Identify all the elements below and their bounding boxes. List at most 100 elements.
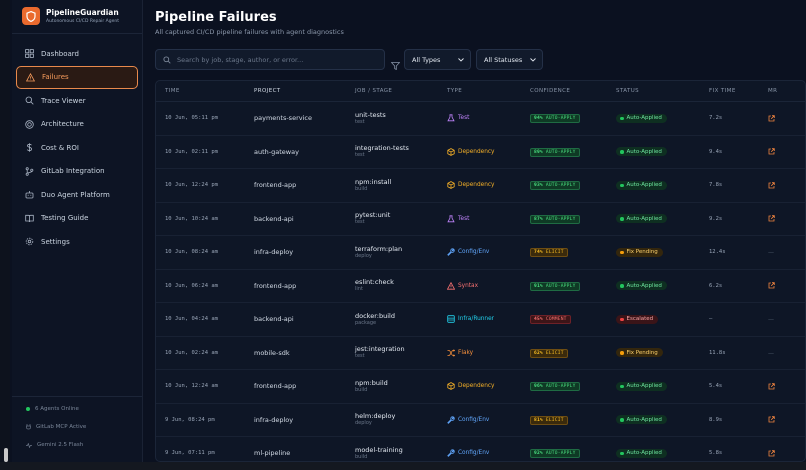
cell-confidence: 93% AUTO-APPLY <box>530 180 616 191</box>
cell-time: 10 Jun, 02:11 pm <box>165 148 218 155</box>
cell-fix-time: 6.2s <box>709 282 723 289</box>
sidebar-item-duo-agent-platform[interactable]: Duo Agent Platform <box>16 183 138 207</box>
confidence-action: COMMENT <box>545 317 567 323</box>
col-header-time[interactable]: TIME <box>165 88 180 94</box>
confidence-badge: 89% AUTO-APPLY <box>530 147 580 157</box>
status-badge: Auto-Applied <box>616 448 667 458</box>
scrollbar-thumb[interactable] <box>4 448 8 462</box>
table-row[interactable]: 10 Jun, 02:11 pm auth-gateway integratio… <box>156 136 805 169</box>
status-dot-icon <box>620 351 624 355</box>
cell-project: mobile-sdk <box>254 348 290 357</box>
table-row[interactable]: 10 Jun, 04:24 am backend-api docker:buil… <box>156 303 805 337</box>
cell-mr: — <box>768 248 798 256</box>
confidence-percent: 81% <box>534 417 543 423</box>
model-status-label: Gemini 2.5 Flash <box>37 442 84 448</box>
sidebar-item-trace-viewer[interactable]: Trace Viewer <box>16 89 138 113</box>
external-link-icon[interactable] <box>768 282 798 289</box>
sidebar-item-architecture[interactable]: Architecture <box>16 113 138 137</box>
status-badge: Auto-Applied <box>616 147 667 157</box>
cell-time: 10 Jun, 06:24 am <box>165 282 218 289</box>
col-header-job[interactable]: JOB / STAGE <box>355 88 393 94</box>
type-tag: Dependency <box>447 181 530 190</box>
cell-project: frontend-app <box>254 181 297 190</box>
mr-none-dash: — <box>768 316 774 324</box>
table-row[interactable]: 10 Jun, 02:24 am mobile-sdk jest:integra… <box>156 337 805 370</box>
table-row[interactable]: 10 Jun, 05:11 pm payments-service unit-t… <box>156 102 805 136</box>
table-row[interactable]: 10 Jun, 12:24 am frontend-app npm:build … <box>156 370 805 404</box>
status-badge: Auto-Applied <box>616 113 667 123</box>
status-dot-icon <box>620 217 624 221</box>
agents-online-label: 6 Agents Online <box>35 406 79 412</box>
external-link-icon[interactable] <box>768 383 798 390</box>
cell-status: Auto-Applied <box>616 147 709 157</box>
model-status: Gemini 2.5 Flash <box>26 442 83 448</box>
table-row[interactable]: 9 Jun, 07:11 pm ml-pipeline model-traini… <box>156 437 805 461</box>
search-input[interactable] <box>177 55 377 64</box>
type-label: Infra/Runner <box>458 316 495 323</box>
sidebar-item-failures[interactable]: Failures <box>16 65 138 89</box>
sidebar-item-settings[interactable]: Settings <box>16 230 138 254</box>
external-link-icon[interactable] <box>768 115 798 122</box>
dollar-icon <box>24 143 34 153</box>
col-header-fix-time[interactable]: FIX TIME <box>709 88 736 94</box>
status-badge: Auto-Applied <box>616 281 667 291</box>
type-label: Test <box>458 115 470 122</box>
table-row[interactable]: 10 Jun, 06:24 am frontend-app eslint:che… <box>156 270 805 303</box>
col-header-mr[interactable]: MR <box>768 88 778 94</box>
cell-mr <box>768 450 798 457</box>
type-label: Dependency <box>458 182 495 189</box>
job-stage: build <box>355 386 368 393</box>
col-header-confidence[interactable]: CONFIDENCE <box>530 88 571 94</box>
cell-project: frontend-app <box>254 382 297 391</box>
cell-project: auth-gateway <box>254 147 299 156</box>
status-dot-icon <box>620 250 624 254</box>
table-row[interactable]: 9 Jun, 08:24 pm infra-deploy helm:deploy… <box>156 404 805 437</box>
cell-confidence: 74% ELICIT <box>530 247 616 258</box>
external-link-icon[interactable] <box>768 182 798 189</box>
cell-fix-time: 9.4s <box>709 148 723 155</box>
type-tag: Config/Env <box>447 248 530 257</box>
infra-type-icon <box>447 315 455 323</box>
sidebar-item-label: Dashboard <box>41 49 79 58</box>
sidebar-item-gitlab-integration[interactable]: GitLab Integration <box>16 160 138 184</box>
cell-time: 10 Jun, 10:24 am <box>165 215 218 222</box>
branch-icon <box>24 166 34 176</box>
status-filter-select[interactable]: All Statuses <box>476 49 543 70</box>
page-subtitle: All captured CI/CD pipeline failures wit… <box>155 28 344 36</box>
sidebar-item-testing-guide[interactable]: Testing Guide <box>16 207 138 231</box>
external-link-icon[interactable] <box>768 148 798 155</box>
col-header-status[interactable]: STATUS <box>616 88 640 94</box>
mr-none-dash: — <box>768 249 774 257</box>
external-link-icon[interactable] <box>768 416 798 423</box>
status-dot-icon <box>620 317 624 321</box>
job-name: helm:deploy <box>355 412 396 421</box>
external-link-icon[interactable] <box>768 215 798 222</box>
table-row[interactable]: 10 Jun, 12:24 pm frontend-app npm:instal… <box>156 169 805 203</box>
table-row[interactable]: 10 Jun, 10:24 am backend-api pytest:unit… <box>156 203 805 236</box>
cell-mr <box>768 416 798 423</box>
search-box[interactable] <box>155 49 385 70</box>
external-link-icon[interactable] <box>768 450 798 457</box>
confidence-badge: 62% ELICIT <box>530 348 568 358</box>
cell-project: backend-api <box>254 315 294 324</box>
confidence-percent: 74% <box>534 250 543 256</box>
col-header-project[interactable]: PROJECT <box>254 88 281 94</box>
brand[interactable]: PipelineGuardian Autonomous CI/CD Repair… <box>22 7 119 25</box>
cell-status: Auto-Applied <box>616 415 709 425</box>
cell-confidence: 81% ELICIT <box>530 415 616 425</box>
sidebar-item-dashboard[interactable]: Dashboard <box>16 42 138 66</box>
cell-project: payments-service <box>254 114 312 123</box>
sidebar-item-cost-roi[interactable]: Cost & ROI <box>16 136 138 160</box>
type-tag: Config/Env <box>447 449 530 458</box>
col-header-type[interactable]: TYPE <box>447 88 463 94</box>
cell-status: Auto-Applied <box>616 448 709 458</box>
cell-job-stage: unit-tests test <box>355 111 447 126</box>
status-label: Auto-Applied <box>626 450 662 457</box>
type-filter-select[interactable]: All Types <box>404 49 471 70</box>
sidebar-nav: Dashboard Failures Trace Viewer Architectur… <box>16 42 138 254</box>
cell-status: Auto-Applied <box>616 381 709 391</box>
status-label: Auto-Applied <box>626 215 662 222</box>
status-label: Auto-Applied <box>626 416 662 423</box>
table-row[interactable]: 10 Jun, 08:24 am infra-deploy terraform:… <box>156 236 805 270</box>
search-icon <box>163 55 171 64</box>
